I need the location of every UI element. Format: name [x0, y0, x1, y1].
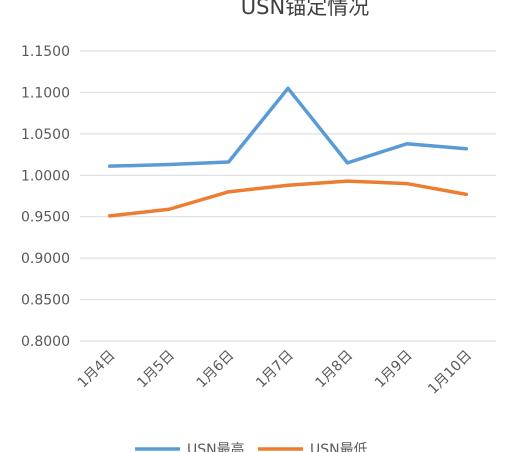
- data-point: [405, 142, 409, 146]
- data-point: [227, 160, 231, 164]
- y-tick-label: 0.8500: [21, 293, 70, 309]
- data-point: [167, 207, 171, 211]
- x-tick-label: 1月9日: [372, 348, 416, 392]
- legend-label: USN最高: [187, 441, 245, 452]
- y-axis-ticks: 0.8000 0.8500 0.9000 0.9500 1.0000 1.0500 1.10…: [21, 44, 70, 350]
- y-tick-label: 1.0500: [21, 127, 70, 143]
- y-tick-label: 1.1000: [21, 85, 70, 101]
- data-point: [464, 192, 468, 196]
- x-tick-label: 1月10日: [425, 348, 475, 398]
- y-tick-label: 1.1500: [21, 44, 70, 60]
- series-line-0: [107, 86, 469, 168]
- data-point: [108, 164, 112, 168]
- data-point: [345, 161, 349, 165]
- data-point: [167, 163, 171, 167]
- y-tick-label: 0.8000: [21, 334, 70, 350]
- series-lines: [107, 86, 469, 218]
- x-tick-label: 1月5日: [134, 348, 178, 392]
- x-axis-ticks: 1月4日 1月5日 1月6日 1月7日 1月8日 1月9日 1月10日: [75, 348, 475, 398]
- data-point: [286, 86, 290, 90]
- gridlines: [80, 50, 496, 342]
- y-tick-label: 1.0000: [21, 168, 70, 184]
- x-tick-label: 1月8日: [313, 348, 357, 392]
- y-tick-label: 0.9500: [21, 210, 70, 226]
- data-point: [405, 182, 409, 186]
- data-point: [108, 214, 112, 218]
- y-tick-label: 0.9000: [21, 251, 70, 267]
- data-point: [345, 179, 349, 183]
- x-tick-label: 1月7日: [253, 348, 297, 392]
- data-point: [286, 183, 290, 187]
- chart-title: USN锚定情况: [241, 0, 369, 19]
- data-point: [227, 190, 231, 194]
- data-point: [464, 147, 468, 151]
- legend-label: USN最低: [310, 442, 368, 452]
- x-tick-label: 1月4日: [75, 348, 119, 392]
- legend: USN最高 USN最低: [135, 441, 368, 452]
- x-tick-label: 1月6日: [194, 348, 238, 392]
